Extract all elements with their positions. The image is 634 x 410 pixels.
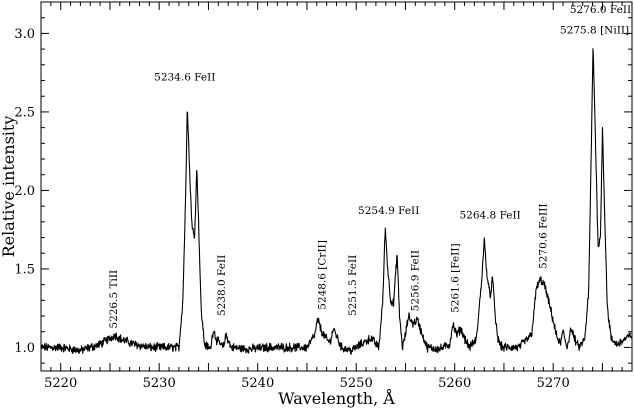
- line-annotation: 5256.9 FeII: [409, 250, 421, 311]
- line-annotation: 5238.0 FeII: [216, 255, 228, 316]
- x-tick-label: 5230: [143, 376, 176, 391]
- y-tick-label: 2.5: [14, 105, 35, 120]
- line-annotation: 5226.5 TiII: [108, 270, 120, 329]
- line-annotation: 5270.6 FeIII: [537, 203, 549, 268]
- line-annotation: 5261.6 [FeII]: [450, 243, 462, 313]
- x-tick-label: 5270: [537, 376, 570, 391]
- axis-ticks: [40, 1, 633, 371]
- y-tick-label: 2.0: [14, 184, 35, 199]
- line-annotation: 5251.5 FeII: [347, 255, 359, 316]
- line-annotation: 5248.6 [CrII]: [317, 240, 329, 310]
- axis-tick-labels: 5220 5230 5240 5250 5260 5270 1.0 1.5 2.0 2.5 3.0: [14, 27, 569, 391]
- x-tick-label: 5260: [438, 376, 471, 391]
- spectrum-line: [40, 48, 633, 355]
- x-tick-label: 5250: [340, 376, 373, 391]
- y-tick-label: 1.5: [14, 262, 35, 277]
- x-tick-label: 5240: [241, 376, 274, 391]
- y-tick-label: 1.0: [14, 341, 35, 356]
- line-annotation: 5234.6 FeII: [154, 72, 215, 84]
- y-axis-title: Relative intensity: [0, 116, 18, 258]
- line-annotation: 5276.0 FeII: [570, 4, 631, 16]
- line-annotations: 5226.5 TiII 5234.6 FeII 5238.0 FeII 5248.6 …: [108, 4, 631, 329]
- line-annotation: 5254.9 FeII: [358, 205, 419, 217]
- x-axis-title: Wavelength, Å: [278, 388, 395, 408]
- line-annotation: 5264.8 FeII: [460, 210, 521, 222]
- line-annotation: 5275.8 [NiII]: [560, 24, 629, 36]
- y-tick-label: 3.0: [14, 27, 35, 42]
- x-tick-label: 5220: [44, 376, 77, 391]
- plot-frame: [40, 1, 633, 372]
